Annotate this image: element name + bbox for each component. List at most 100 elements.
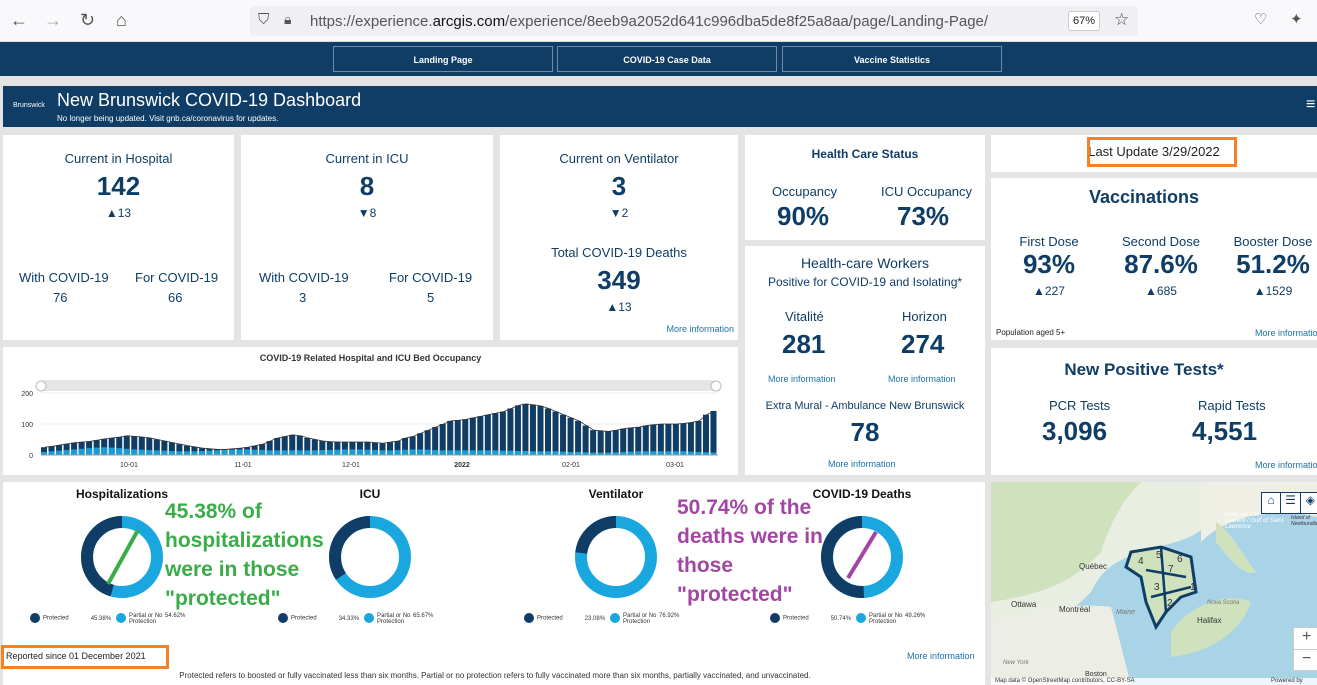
icu-bar[interactable]: [522, 450, 529, 455]
hospital-bar[interactable]: [680, 423, 687, 455]
icu-bar[interactable]: [304, 450, 311, 455]
icu-bar[interactable]: [514, 450, 521, 455]
hospital-bar[interactable]: [56, 445, 63, 455]
range-handle-right[interactable]: [710, 380, 722, 392]
hospital-bar[interactable]: [462, 419, 469, 455]
hospital-bar[interactable]: [447, 420, 454, 455]
hospital-bar[interactable]: [356, 441, 363, 455]
hospital-bar[interactable]: [672, 424, 679, 455]
hospital-bar[interactable]: [597, 430, 604, 455]
home-icon[interactable]: ⌂: [1262, 493, 1282, 513]
hospital-bar[interactable]: [319, 441, 326, 455]
icu-bar[interactable]: [78, 448, 85, 455]
hospital-bar[interactable]: [281, 436, 288, 455]
icu-bar[interactable]: [341, 449, 348, 455]
hospital-bar[interactable]: [153, 439, 160, 456]
icu-bar[interactable]: [191, 451, 198, 455]
icu-bar[interactable]: [86, 448, 93, 455]
hospital-bar[interactable]: [620, 428, 627, 455]
hospital-bar[interactable]: [627, 427, 634, 455]
hospital-bar[interactable]: [469, 417, 476, 455]
hospital-bar[interactable]: [86, 441, 93, 455]
icu-bar[interactable]: [41, 451, 48, 455]
hospital-bar[interactable]: [687, 422, 694, 455]
hospital-bar[interactable]: [575, 420, 582, 455]
hospital-bar[interactable]: [364, 441, 371, 455]
hospital-bar[interactable]: [349, 441, 356, 455]
forward-icon[interactable]: →: [44, 10, 62, 30]
hospital-bar[interactable]: [334, 441, 341, 455]
hospital-bar[interactable]: [477, 416, 484, 455]
pocket-icon[interactable]: ♡: [1254, 11, 1268, 28]
icu-bar[interactable]: [544, 451, 552, 455]
icu-bar[interactable]: [710, 452, 717, 455]
legend-icon[interactable]: ☰: [1281, 493, 1301, 513]
hospital-bar[interactable]: [146, 437, 153, 455]
hospital-bar[interactable]: [439, 424, 446, 455]
icu-bar[interactable]: [289, 450, 296, 455]
icu-bar[interactable]: [612, 452, 619, 455]
icu-bar[interactable]: [138, 449, 145, 455]
hospital-bar[interactable]: [710, 410, 717, 455]
icu-bar[interactable]: [394, 450, 401, 455]
icu-bar[interactable]: [680, 451, 687, 455]
icu-bar[interactable]: [349, 449, 356, 455]
hospital-bar[interactable]: [514, 405, 521, 455]
hospital-bar[interactable]: [560, 414, 567, 455]
hospital-bar[interactable]: [605, 431, 612, 455]
icu-bar[interactable]: [236, 449, 243, 455]
hospital-bar[interactable]: [612, 430, 619, 455]
icu-bar[interactable]: [379, 450, 386, 455]
hospital-bar[interactable]: [665, 424, 672, 455]
bottom-more-link[interactable]: More information: [907, 651, 975, 661]
icu-bar[interactable]: [560, 451, 567, 455]
nav-landing-page[interactable]: Landing Page: [333, 46, 553, 72]
hospital-bar[interactable]: [424, 430, 431, 455]
icu-bar[interactable]: [409, 449, 416, 455]
icu-bar[interactable]: [552, 451, 559, 455]
hospital-bar[interactable]: [642, 425, 649, 455]
hospital-bar[interactable]: [161, 441, 168, 455]
hospital-bar[interactable]: [71, 442, 78, 455]
icu-bar[interactable]: [665, 451, 672, 455]
donut-protected-slice[interactable]: [821, 516, 903, 598]
icu-bar[interactable]: [334, 449, 341, 455]
hospital-bar[interactable]: [567, 417, 574, 455]
icu-bar[interactable]: [447, 450, 454, 455]
hospital-bar[interactable]: [650, 424, 657, 455]
icu-bar[interactable]: [371, 450, 378, 455]
icu-bar[interactable]: [311, 450, 318, 455]
hospital-bar[interactable]: [590, 430, 597, 455]
icu-bar[interactable]: [462, 450, 469, 455]
icu-bar[interactable]: [123, 448, 130, 455]
icu-bar[interactable]: [259, 450, 266, 455]
donut-protected-slice[interactable]: [81, 516, 163, 598]
icu-bar[interactable]: [183, 451, 190, 455]
icu-bar[interactable]: [198, 450, 205, 455]
map[interactable]: Québec Ottawa Montréal Maine Halifax Nov…: [991, 482, 1317, 685]
icu-bar[interactable]: [101, 447, 108, 455]
range-slider-track[interactable]: [38, 380, 718, 391]
icu-bar[interactable]: [695, 451, 702, 455]
icu-bar[interactable]: [620, 451, 627, 455]
hospital-bar[interactable]: [432, 427, 439, 455]
hospital-bar[interactable]: [341, 441, 348, 455]
hospital-bar[interactable]: [304, 437, 311, 455]
extra-mural-more-link[interactable]: More information: [828, 459, 896, 469]
icu-bar[interactable]: [687, 451, 694, 455]
icu-bar[interactable]: [702, 452, 709, 455]
extension-icon[interactable]: ✦: [1290, 11, 1303, 28]
hospital-bar[interactable]: [499, 411, 506, 455]
url-text[interactable]: https://experience.arcgis.com/experience…: [310, 13, 988, 30]
nav-vaccine-statistics[interactable]: Vaccine Statistics: [782, 46, 1002, 72]
home-icon[interactable]: ⌂: [116, 10, 127, 30]
hospital-bar[interactable]: [529, 404, 536, 455]
hospital-bar[interactable]: [168, 442, 175, 455]
reload-icon[interactable]: ↻: [80, 10, 96, 30]
back-icon[interactable]: ←: [10, 10, 28, 30]
hospital-bar[interactable]: [379, 443, 386, 455]
icu-bar[interactable]: [221, 450, 228, 455]
layers-icon[interactable]: ◈: [1305, 493, 1315, 507]
icu-bar[interactable]: [326, 450, 333, 455]
icu-bar[interactable]: [251, 449, 258, 455]
